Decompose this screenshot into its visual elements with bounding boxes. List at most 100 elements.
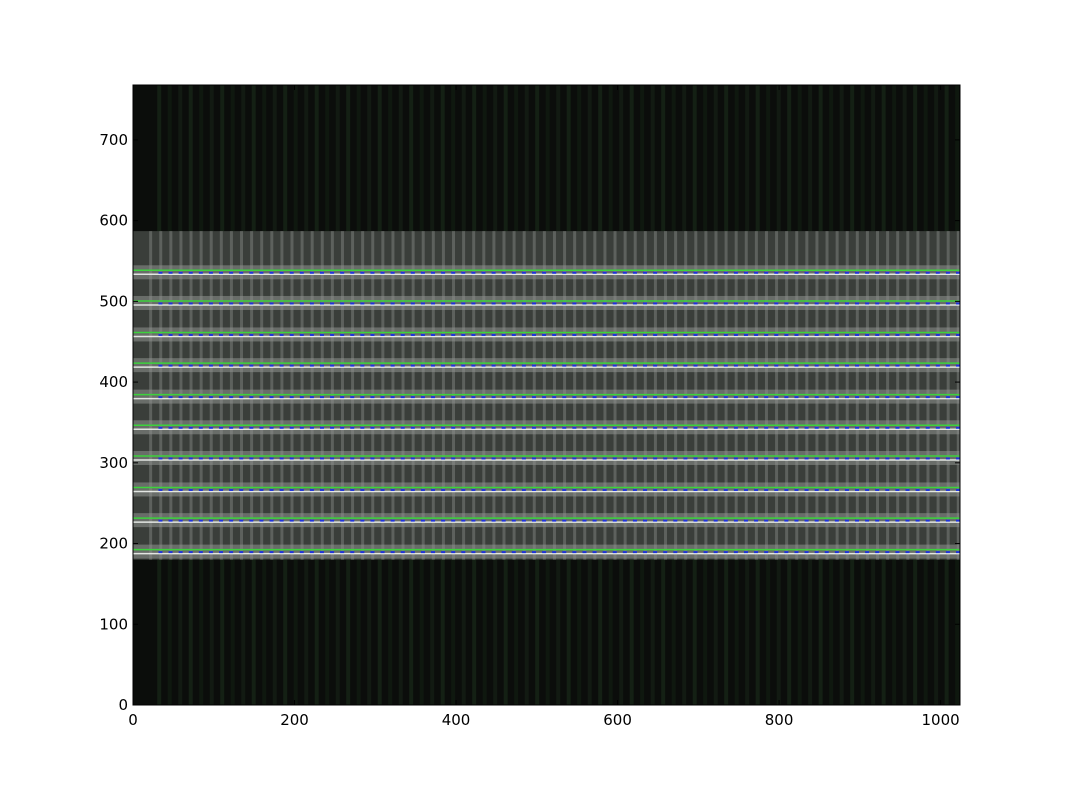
trace-marker xyxy=(188,457,193,460)
trace-marker xyxy=(612,364,617,367)
trace-marker xyxy=(420,519,425,522)
trace-marker xyxy=(875,426,880,429)
trace-marker xyxy=(481,333,486,336)
trace-marker xyxy=(198,271,203,274)
trace-marker xyxy=(461,333,466,336)
trace-marker xyxy=(380,519,385,522)
trace-marker xyxy=(219,364,224,367)
trace-marker xyxy=(925,457,930,460)
trace-marker xyxy=(420,364,425,367)
trace-marker xyxy=(592,457,597,460)
trace-marker xyxy=(885,488,890,491)
trace-marker xyxy=(632,271,637,274)
trace-marker xyxy=(572,519,577,522)
trace-marker xyxy=(612,302,617,305)
trace-marker xyxy=(814,396,819,399)
trace-marker xyxy=(562,396,567,399)
trace-marker xyxy=(764,457,769,460)
trace-marker xyxy=(703,396,708,399)
trace-marker xyxy=(895,426,900,429)
trace-marker xyxy=(784,426,789,429)
trace-marker xyxy=(774,396,779,399)
trace-marker xyxy=(875,302,880,305)
trace-marker xyxy=(542,396,547,399)
trace-marker xyxy=(360,457,365,460)
trace-marker xyxy=(390,488,395,491)
trace-marker xyxy=(319,302,324,305)
trace-marker xyxy=(511,396,516,399)
trace-marker xyxy=(188,426,193,429)
trace-marker xyxy=(420,488,425,491)
trace-marker xyxy=(542,519,547,522)
trace-marker xyxy=(309,426,314,429)
trace-marker xyxy=(279,333,284,336)
trace-marker xyxy=(158,271,163,274)
trace-marker xyxy=(794,302,799,305)
trace-marker xyxy=(915,426,920,429)
trace-marker xyxy=(501,302,506,305)
trace-marker xyxy=(491,364,496,367)
trace-marker xyxy=(299,396,304,399)
trace-marker xyxy=(794,426,799,429)
trace-marker xyxy=(309,551,314,554)
trace-marker xyxy=(521,551,526,554)
trace-marker xyxy=(733,551,738,554)
trace-marker xyxy=(239,333,244,336)
trace-glow xyxy=(133,544,960,559)
trace-marker xyxy=(612,488,617,491)
trace-marker xyxy=(935,396,940,399)
trace-marker xyxy=(330,519,335,522)
trace-marker xyxy=(723,302,728,305)
trace-marker xyxy=(834,364,839,367)
trace-marker xyxy=(299,457,304,460)
trace-marker xyxy=(319,271,324,274)
trace-marker xyxy=(229,457,234,460)
trace-marker xyxy=(410,426,415,429)
trace-marker xyxy=(915,302,920,305)
trace-marker xyxy=(158,457,163,460)
trace-marker xyxy=(501,457,506,460)
trace-marker xyxy=(875,488,880,491)
trace-marker xyxy=(713,551,718,554)
trace-marker xyxy=(885,457,890,460)
y-tick-label: 0 xyxy=(118,696,128,714)
trace-marker xyxy=(653,271,658,274)
trace-marker xyxy=(400,551,405,554)
trace-glow xyxy=(133,358,960,373)
trace-marker xyxy=(552,488,557,491)
trace-marker xyxy=(531,271,536,274)
trace-marker xyxy=(178,396,183,399)
trace-marker xyxy=(420,457,425,460)
trace-glow xyxy=(133,513,960,528)
trace-marker xyxy=(431,519,436,522)
trace-marker xyxy=(945,426,950,429)
trace-marker xyxy=(239,488,244,491)
trace-marker xyxy=(683,551,688,554)
trace-marker xyxy=(743,551,748,554)
trace-marker xyxy=(834,302,839,305)
trace-marker xyxy=(259,457,264,460)
trace-marker xyxy=(471,488,476,491)
trace-marker xyxy=(511,426,516,429)
trace-marker xyxy=(491,396,496,399)
trace-marker xyxy=(844,396,849,399)
trace-marker xyxy=(824,488,829,491)
trace-marker xyxy=(804,551,809,554)
trace-marker xyxy=(774,302,779,305)
trace-marker xyxy=(370,302,375,305)
trace-marker xyxy=(784,488,789,491)
trace-marker xyxy=(673,271,678,274)
trace-marker xyxy=(198,519,203,522)
trace-marker xyxy=(612,551,617,554)
trace-marker xyxy=(360,396,365,399)
trace-marker xyxy=(168,302,173,305)
trace-marker xyxy=(754,302,759,305)
trace-marker xyxy=(723,364,728,367)
trace-marker xyxy=(764,396,769,399)
trace-marker xyxy=(208,519,213,522)
trace-marker xyxy=(289,488,294,491)
trace-marker xyxy=(895,396,900,399)
trace-marker xyxy=(481,396,486,399)
trace-marker xyxy=(168,364,173,367)
trace-marker xyxy=(511,333,516,336)
